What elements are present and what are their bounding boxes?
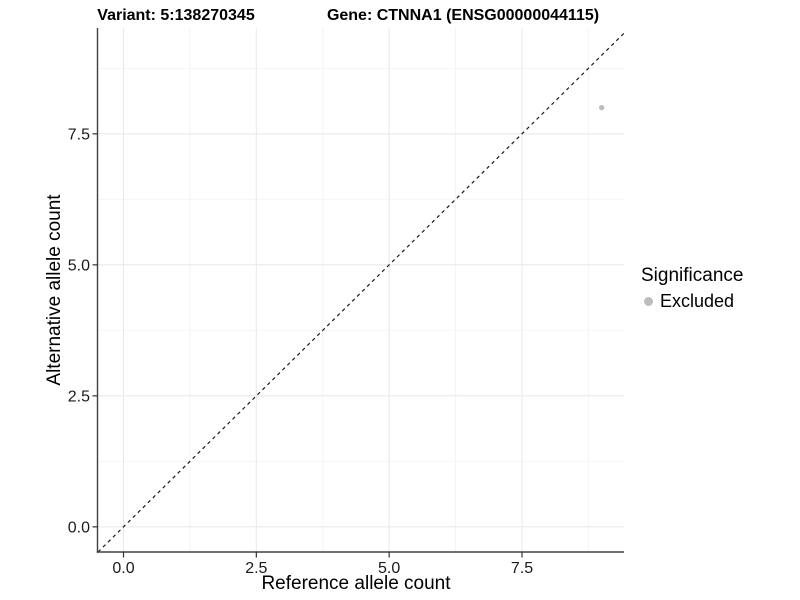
y-axis-title: Alternative allele count (44, 194, 65, 386)
y-tick-label: 2.5 (68, 388, 90, 405)
legend-key-dot-icon (644, 297, 653, 306)
legend: Significance Excluded (641, 264, 743, 312)
legend-entry-excluded: Excluded (644, 291, 743, 312)
x-tick-label: 0.0 (112, 560, 134, 577)
identity-line (97, 32, 625, 553)
y-tick-label: 5.0 (68, 257, 90, 274)
x-axis-title: Reference allele count (261, 573, 451, 594)
plot-title-gene: Gene: CTNNA1 (ENSG00000044115) (326, 7, 600, 24)
legend-title: Significance (641, 265, 744, 286)
x-tick-label: 2.5 (245, 560, 267, 577)
y-tick-label: 0.0 (68, 519, 90, 536)
plot-title-variant: Variant: 5:138270345 (97, 7, 255, 24)
x-tick-label: 7.5 (511, 560, 533, 577)
data-point (598, 104, 605, 111)
legend-entry-label: Excluded (660, 291, 735, 311)
x-tick-label: 5.0 (378, 560, 400, 577)
y-tick-label: 7.5 (68, 126, 90, 143)
